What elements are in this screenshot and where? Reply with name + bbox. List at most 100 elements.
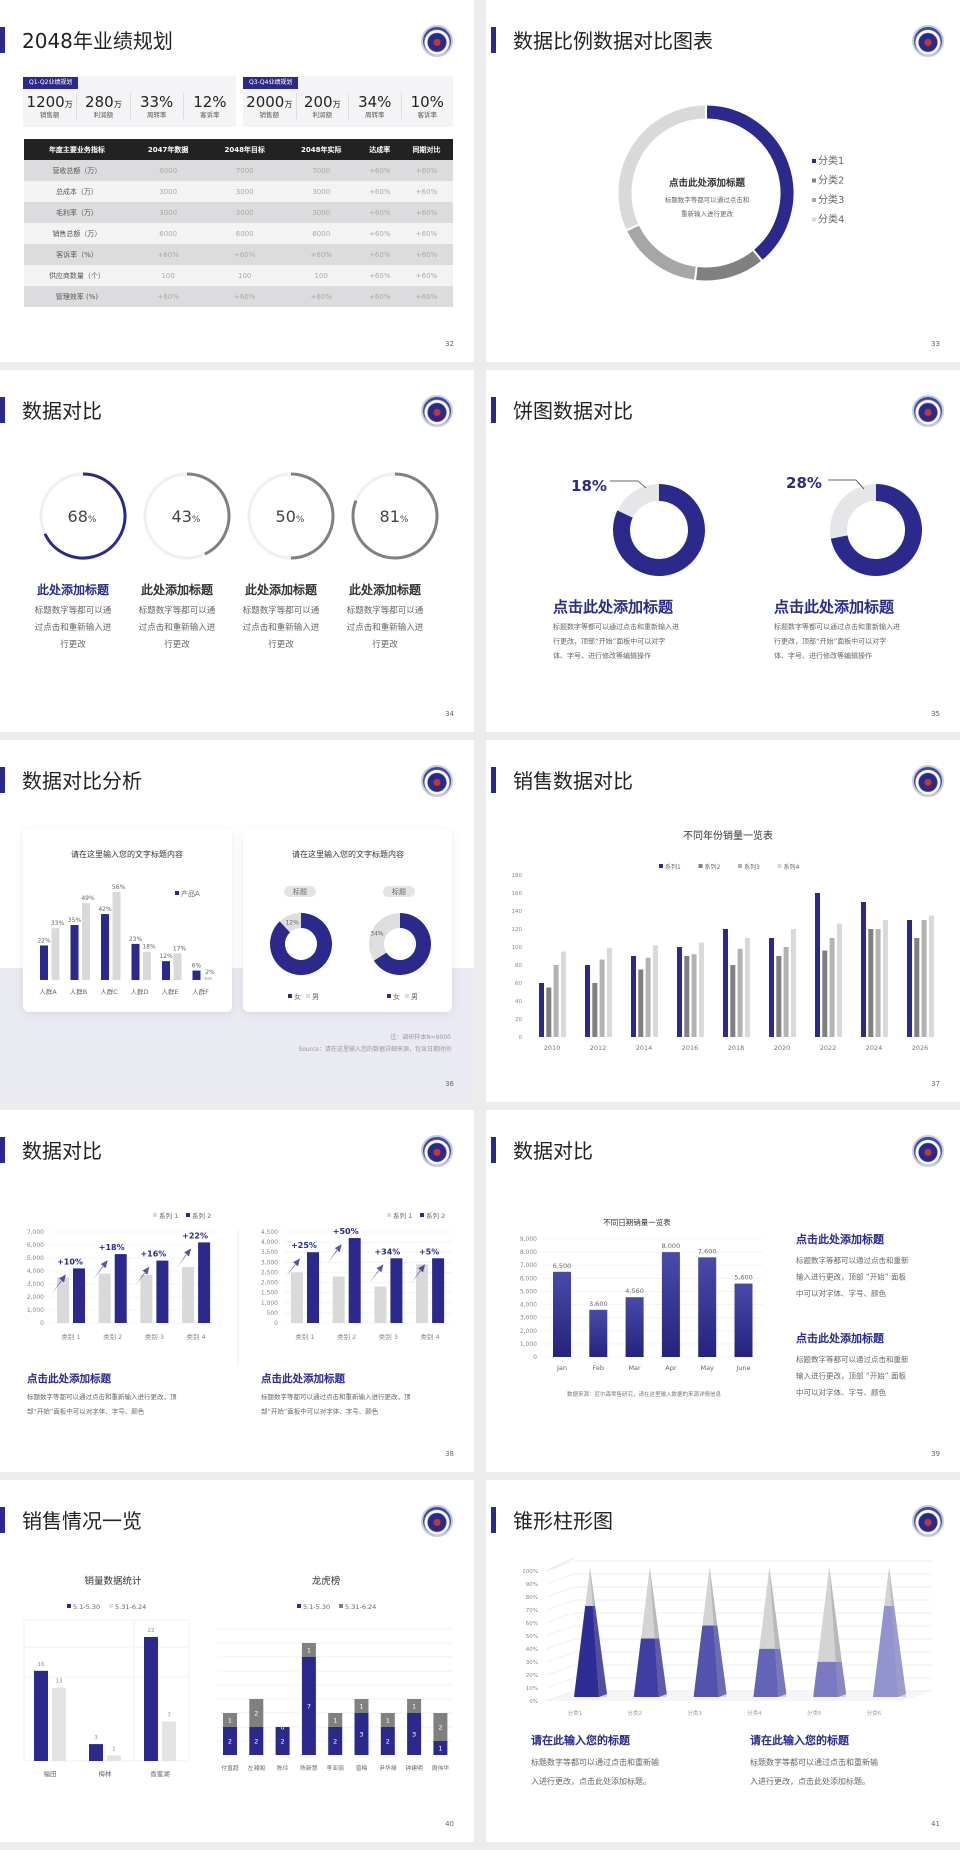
donut-slice-highlight bbox=[617, 484, 660, 519]
bar bbox=[875, 929, 881, 1037]
bar-value-label: 16 bbox=[38, 1662, 45, 1668]
table-cell: +60% bbox=[206, 244, 283, 265]
slide-title: 锥形柱形图 bbox=[513, 1509, 613, 1533]
bar bbox=[553, 1271, 571, 1357]
y-tick-label: 160 bbox=[512, 891, 523, 897]
table-cell: +60% bbox=[359, 181, 401, 202]
slide-32[interactable]: 2048年业绩规划 32 Q1-Q2业绩规划 1200万 销售额 280万 利润额 33% 周转… bbox=[0, 0, 474, 362]
table-cell: 6000 bbox=[129, 223, 207, 244]
slide-34[interactable]: 数据对比 34 68% 此处添加标题 标题数字等都可以通 过点击和重新输入进 行更改 43% 此… bbox=[0, 370, 474, 732]
bar bbox=[198, 1242, 211, 1323]
bar bbox=[390, 1258, 403, 1323]
chart-canvas: 分类1 分类2 分类3 分类4 点击此处添加标题标题数字等都可以通过点击和重新输入进行更… bbox=[618, 105, 844, 281]
table-row: 供应商数量（个） 100 100 100 +60% +60% bbox=[24, 265, 453, 286]
kpi-table: 年度主要业务指标 2047年数据 2048年目标 2048年实际 达成率 同期对比 营收总额… bbox=[24, 139, 453, 307]
card-title: 请在这里输入您的文字标题内容 bbox=[292, 849, 404, 859]
cone-value-side bbox=[835, 1661, 847, 1697]
item-description: 体、字号、进行修改等编辑操作 bbox=[774, 651, 872, 660]
slide-39[interactable]: 数据对比 39 不同日期销量一览表 0 1,000 2,000 3,000 4,000 5,00… bbox=[486, 1110, 960, 1472]
legend-item-swatch bbox=[812, 178, 816, 183]
slide-38[interactable]: 数据对比 38 0 1,000 2,000 3,000 4,000 5,000 6,000 7,0… bbox=[0, 1110, 474, 1472]
growth-label: +34% bbox=[374, 1247, 400, 1256]
slide-title: 销售数据对比 bbox=[513, 769, 633, 793]
legend-item-swatch bbox=[109, 1604, 113, 1608]
y-tick-label: 9,000 bbox=[520, 1236, 537, 1243]
x-tick-label: 香蜜湖 bbox=[150, 1769, 170, 1778]
segment-value-label: 2 bbox=[281, 1738, 285, 1746]
text-description: 部“开始”面板中可以对字体、字号、颜色 bbox=[27, 1407, 145, 1416]
percent-label: 18% bbox=[571, 477, 607, 495]
bar bbox=[589, 1309, 608, 1357]
x-tick-label: 2022 bbox=[820, 1044, 837, 1052]
progress-ring bbox=[43, 472, 127, 560]
percent-label: 28% bbox=[786, 474, 822, 492]
segment-value-label: 1 bbox=[359, 1703, 363, 1711]
slide-40[interactable]: 销售情况一览 40 销量数据统计 5.1-5.30 5.31-6.24 16 13 福田 3 1 梅… bbox=[0, 1480, 474, 1842]
x-tick-label: 分类2 bbox=[628, 1709, 643, 1717]
y-tick-label: 3,000 bbox=[27, 1281, 44, 1288]
chart-canvas: 请在这里输入您的文字标题内容 请在这里输入您的文字标题内容 22% 33% 人群A 35%… bbox=[37, 849, 451, 1053]
x-tick-label: 类别 1 bbox=[295, 1332, 314, 1341]
bar bbox=[144, 1637, 158, 1761]
x-tick-label: 2018 bbox=[728, 1044, 745, 1052]
slide-title: 数据对比 bbox=[513, 1139, 593, 1163]
kpi-number: 10% bbox=[410, 93, 444, 111]
growth-arrow-icon bbox=[369, 1264, 384, 1284]
legend-item: 5.31-6.24 bbox=[345, 1603, 376, 1611]
table-row: 销售总额（万） 6000 6000 6000 +60% +60% bbox=[24, 223, 453, 244]
slide-41[interactable]: 锥形柱形图 41 0% 10% 20% 30% 40% 50% 60% 70% 80% 90% 100%… bbox=[486, 1480, 960, 1842]
cone-value bbox=[873, 1606, 898, 1697]
text-title: 点击此处添加标题 bbox=[261, 1372, 345, 1385]
slide-37[interactable]: 销售数据对比 37 不同年份销量一览表 系列1 系列2 系列3 系列4 0 20 40 60 80 10… bbox=[486, 740, 960, 1102]
slide-36[interactable]: 数据对比分析 36 请在这里输入您的文字标题内容 请在这里输入您的文字标题内容 22% 3… bbox=[0, 740, 474, 1102]
table-cell: 100 bbox=[282, 265, 360, 286]
title-accent-bar bbox=[0, 27, 5, 53]
item-description: 标题数字等都可以通过点击和重新输入进 bbox=[553, 622, 679, 631]
legend-item-swatch bbox=[339, 1604, 343, 1608]
y-tick-label: 90% bbox=[526, 1582, 538, 1588]
item-description: 行更改，顶部“开始”面板中可以对字 bbox=[774, 637, 886, 646]
bar bbox=[599, 959, 605, 1037]
legend-item: 男 bbox=[312, 993, 319, 1001]
bar bbox=[348, 1238, 361, 1323]
text-description: 中可以对字体、字号、颜色 bbox=[796, 1288, 886, 1298]
center-description: 重新输入进行更改 bbox=[681, 209, 734, 218]
y-tick-label: 60% bbox=[526, 1621, 538, 1627]
donut-slice-main bbox=[830, 484, 922, 576]
x-tick-label: 类别 4 bbox=[420, 1332, 439, 1341]
kpi-number: 280 bbox=[85, 93, 114, 111]
cone-value bbox=[753, 1648, 779, 1697]
stacked-bar-segment bbox=[354, 1699, 369, 1713]
stacked-bar-segment bbox=[380, 1727, 395, 1755]
stacked-bar-segment bbox=[433, 1741, 448, 1755]
growth-arrow-icon bbox=[286, 1258, 300, 1278]
table-header-row: 年度主要业务指标 2047年数据 2048年目标 2048年实际 达成率 同期对比 bbox=[24, 139, 453, 160]
table-cell: +60% bbox=[400, 286, 453, 307]
bar bbox=[560, 951, 566, 1037]
y-tick-label: 100% bbox=[522, 1569, 538, 1575]
bar bbox=[114, 1254, 127, 1323]
bar bbox=[98, 1273, 111, 1323]
emblem-logo bbox=[912, 765, 944, 797]
bar-value-label: 6% bbox=[192, 963, 202, 970]
text-title: 点击此处添加标题 bbox=[27, 1372, 111, 1385]
segment-value-label: 2 bbox=[386, 1738, 390, 1746]
gridline bbox=[545, 1664, 575, 1676]
segment-value-label: 1 bbox=[228, 1717, 232, 1725]
table-cell: +60% bbox=[400, 202, 453, 223]
bar bbox=[140, 1274, 153, 1323]
kpi-item: 10% 客诉率 bbox=[400, 93, 454, 119]
page-number: 35 bbox=[931, 710, 940, 718]
y-tick-label: 40 bbox=[515, 999, 522, 1005]
page-number: 33 bbox=[931, 340, 940, 348]
bar bbox=[82, 903, 90, 980]
y-tick-label: 4,000 bbox=[520, 1302, 537, 1309]
slide-33[interactable]: 数据比例数据对比图表 33 分类1 分类2 分类3 分类4 点击此处添加标题 标题数字等都可以… bbox=[486, 0, 960, 362]
cone-value bbox=[633, 1638, 659, 1697]
slide-35[interactable]: 饼图数据对比 35 18% 点击此处添加标题 标题数字等都可以通过点击和重新输入进 行更改… bbox=[486, 370, 960, 732]
title-accent-bar bbox=[0, 1137, 5, 1163]
bar-value-label: 22% bbox=[37, 937, 51, 944]
slide-title: 饼图数据对比 bbox=[513, 399, 633, 423]
bar bbox=[112, 892, 121, 980]
y-tick-label: 80% bbox=[526, 1595, 538, 1601]
